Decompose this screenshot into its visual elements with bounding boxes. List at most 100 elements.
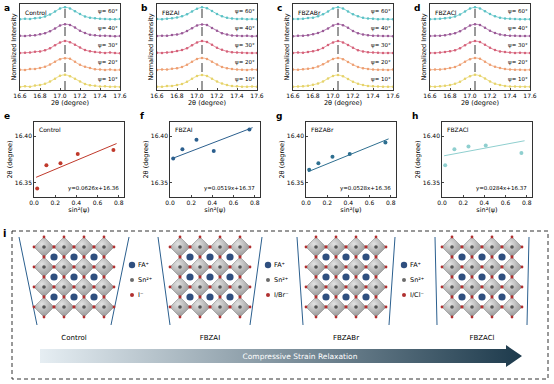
svg-text:17.0: 17.0 [326,92,340,99]
svg-text:Sn²⁺: Sn²⁺ [274,276,288,284]
svg-text:16.6: 16.6 [423,92,437,99]
svg-text:ψ= 60°: ψ= 60° [235,8,255,15]
svg-text:FBZABr: FBZABr [298,9,321,16]
svg-text:0.0: 0.0 [301,199,311,206]
svg-text:0.2: 0.2 [186,199,196,206]
svg-text:ψ= 20°: ψ= 20° [98,59,118,66]
svg-text:d: d [414,3,420,13]
svg-text:FBZAI: FBZAI [200,334,220,342]
svg-text:FBZACl: FBZACl [435,9,457,16]
svg-text:16.40: 16.40 [287,132,304,139]
svg-text:y=0.0284x+16.37: y=0.0284x+16.37 [476,185,527,192]
svg-text:ψ= 30°: ψ= 30° [508,42,528,49]
svg-text:0.6: 0.6 [229,199,239,206]
svg-text:FBZABr: FBZABr [333,334,359,342]
svg-text:16.8: 16.8 [170,92,184,99]
svg-text:0.0: 0.0 [437,199,447,206]
svg-text:0.8: 0.8 [250,199,260,206]
svg-text:a: a [4,3,10,13]
svg-text:FA⁺: FA⁺ [274,261,285,269]
svg-text:ψ= 60°: ψ= 60° [371,8,391,15]
svg-text:16.35: 16.35 [15,179,32,186]
svg-text:Normalized Intensity: Normalized Intensity [420,13,428,80]
svg-text:ψ= 30°: ψ= 30° [98,42,118,49]
svg-text:FBZACl: FBZACl [447,126,469,133]
svg-text:ψ= 10°: ψ= 10° [98,76,118,83]
svg-text:17.0: 17.0 [463,92,477,99]
svg-text:sin²(ψ): sin²(ψ) [476,206,497,214]
svg-text:2θ (degree): 2θ (degree) [461,99,499,107]
svg-text:2θ (degree): 2θ (degree) [51,99,89,107]
svg-text:17.6: 17.6 [113,92,127,99]
svg-text:16.35: 16.35 [423,179,440,186]
svg-text:17.2: 17.2 [210,92,224,99]
svg-text:17.4: 17.4 [93,92,107,99]
svg-text:Control: Control [61,334,86,342]
svg-text:2θ (degree): 2θ (degree) [414,140,422,178]
svg-text:16.40: 16.40 [423,132,440,139]
svg-text:FA⁺: FA⁺ [410,261,421,269]
svg-text:g: g [276,111,282,121]
svg-text:Normalized Intensity: Normalized Intensity [283,13,291,80]
svg-text:ψ= 40°: ψ= 40° [508,25,528,32]
svg-text:2θ (degree): 2θ (degree) [142,140,150,178]
svg-text:16.8: 16.8 [306,92,320,99]
svg-text:ψ= 10°: ψ= 10° [371,76,391,83]
svg-text:f: f [140,111,144,121]
svg-text:ψ= 40°: ψ= 40° [371,25,391,32]
svg-text:0.6: 0.6 [365,199,375,206]
svg-text:16.35: 16.35 [151,179,168,186]
svg-text:16.40: 16.40 [151,132,168,139]
svg-text:Normalized Intensity: Normalized Intensity [10,13,18,80]
svg-text:ψ= 10°: ψ= 10° [235,76,255,83]
svg-text:I/Br⁻: I/Br⁻ [274,291,289,299]
svg-text:Control: Control [25,9,47,16]
svg-text:ψ= 40°: ψ= 40° [98,25,118,32]
svg-text:16.8: 16.8 [443,92,457,99]
svg-text:0.4: 0.4 [72,199,82,206]
svg-text:ψ= 60°: ψ= 60° [98,8,118,15]
svg-text:y=0.0528x+16.36: y=0.0528x+16.36 [340,185,391,192]
svg-text:2θ (degree): 2θ (degree) [6,140,14,178]
svg-text:2θ (degree): 2θ (degree) [278,140,286,178]
svg-text:FBZACl: FBZACl [469,334,494,342]
svg-text:17.4: 17.4 [503,92,517,99]
svg-text:Normalized Intensity: Normalized Intensity [147,13,155,80]
svg-text:ψ= 20°: ψ= 20° [371,59,391,66]
svg-text:0.4: 0.4 [208,199,218,206]
svg-text:y=0.0519x+16.37: y=0.0519x+16.37 [204,185,255,192]
svg-text:ψ= 20°: ψ= 20° [508,59,528,66]
svg-text:sin²(ψ): sin²(ψ) [204,206,225,214]
svg-text:b: b [141,3,148,13]
svg-text:I⁻: I⁻ [138,291,143,299]
svg-text:ψ= 20°: ψ= 20° [235,59,255,66]
svg-text:16.6: 16.6 [13,92,27,99]
svg-text:17.4: 17.4 [366,92,380,99]
svg-text:0.8: 0.8 [114,199,124,206]
svg-text:17.2: 17.2 [483,92,497,99]
svg-text:17.6: 17.6 [523,92,537,99]
svg-text:17.2: 17.2 [73,92,87,99]
svg-text:Compressive Strain Relaxation: Compressive Strain Relaxation [243,352,358,361]
svg-text:FBZAI: FBZAI [162,9,180,16]
svg-text:0.6: 0.6 [93,199,103,206]
svg-text:i: i [3,228,6,239]
svg-text:16.8: 16.8 [33,92,47,99]
svg-text:y=0.0626x+16.36: y=0.0626x+16.36 [68,185,119,192]
svg-text:17.4: 17.4 [230,92,244,99]
svg-text:16.6: 16.6 [286,92,300,99]
svg-text:ψ= 10°: ψ= 10° [508,76,528,83]
svg-text:17.6: 17.6 [386,92,400,99]
svg-text:0.0: 0.0 [165,199,175,206]
svg-text:I/Cl⁻: I/Cl⁻ [410,291,424,299]
svg-text:0.0: 0.0 [29,199,39,206]
svg-text:17.2: 17.2 [346,92,360,99]
svg-text:16.40: 16.40 [15,132,32,139]
svg-text:ψ= 30°: ψ= 30° [235,42,255,49]
svg-text:ψ= 30°: ψ= 30° [371,42,391,49]
svg-text:0.8: 0.8 [522,199,532,206]
svg-text:c: c [277,3,282,13]
svg-text:ψ= 60°: ψ= 60° [508,8,528,15]
svg-text:0.2: 0.2 [50,199,60,206]
svg-text:2θ (degree): 2θ (degree) [188,99,226,107]
